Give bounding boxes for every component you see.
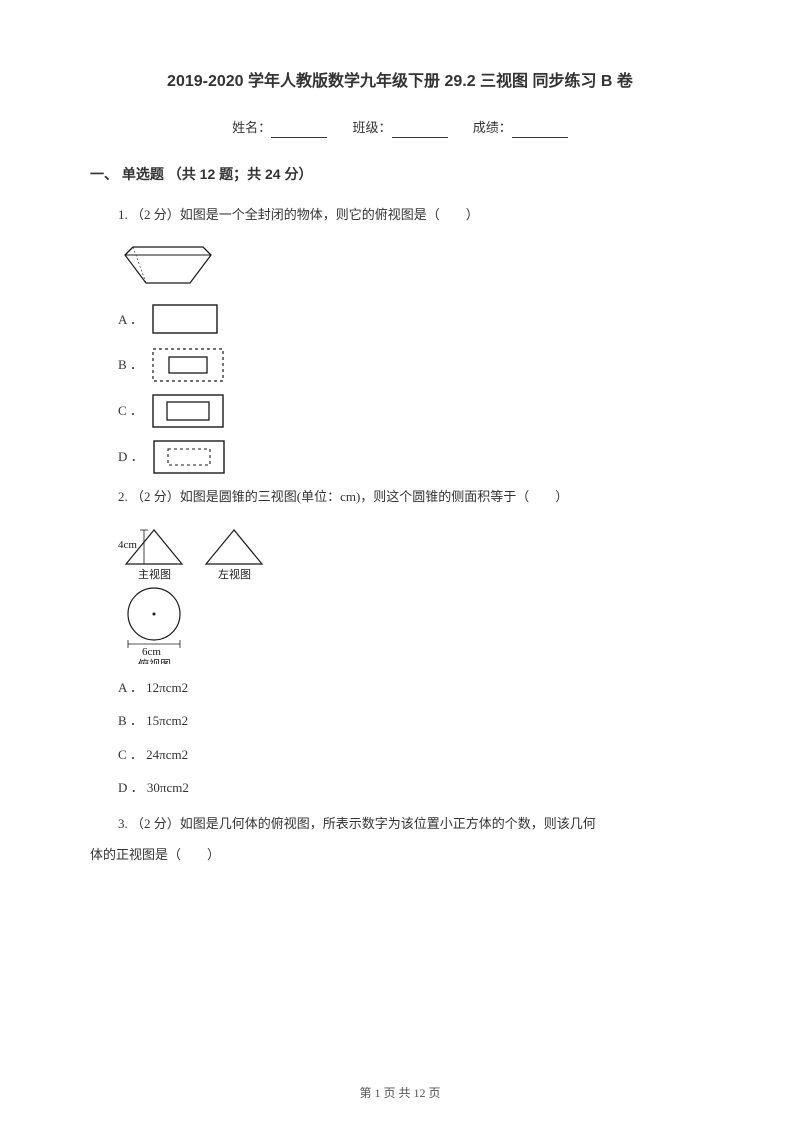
section-header: 一、 单选题 （共 12 题；共 24 分） <box>90 164 710 185</box>
q3-line2: 体的正视图是（ ） <box>90 847 220 862</box>
q1-opt-a-label: A ． <box>118 310 143 330</box>
q1-option-a[interactable]: A ． <box>90 303 710 337</box>
q1-opt-c-figure <box>151 393 225 429</box>
q1-opt-d-figure <box>152 439 226 475</box>
score-blank[interactable] <box>512 137 568 138</box>
question-3: 3. （2 分）如图是几何体的俯视图，所表示数字为该位置小正方体的个数，则该几何 <box>90 812 710 837</box>
question-1: 1. （2 分）如图是一个全封闭的物体，则它的俯视图是（ ） <box>90 203 710 228</box>
question-2: 2. （2 分）如图是圆锥的三视图(单位：cm)，则这个圆锥的侧面积等于（ ） <box>90 485 710 510</box>
score-label: 成绩： <box>473 118 512 138</box>
q2-side-label: 左视图 <box>218 567 251 581</box>
q1-option-b[interactable]: B ． <box>90 347 710 383</box>
q1-opt-c-label: C ． <box>118 401 143 421</box>
q2-height-label: 4cm <box>118 539 137 551</box>
q1-figure <box>118 241 710 289</box>
question-3-line2: 体的正视图是（ ） <box>90 843 710 868</box>
page-footer: 第 1 页 共 12 页 <box>0 1084 800 1102</box>
q2-width-label: 6cm <box>142 646 161 658</box>
q1-text: 1. （2 分）如图是一个全封闭的物体，则它的俯视图是（ ） <box>118 207 479 222</box>
name-label: 姓名： <box>232 118 271 138</box>
q2-option-d[interactable]: D ． 30πcm2 <box>90 778 710 798</box>
q2-figure: 4cm 主视图 左视图 6cm 俯视图 <box>118 524 710 664</box>
q1-opt-b-label: B ． <box>118 355 143 375</box>
page-title: 2019-2020 学年人教版数学九年级下册 29.2 三视图 同步练习 B 卷 <box>90 70 710 94</box>
q1-opt-d-label: D ． <box>118 447 144 467</box>
q2-top-label: 俯视图 <box>138 657 171 664</box>
q2-option-b[interactable]: B ． 15πcm2 <box>90 711 710 731</box>
student-info-line: 姓名： 班级： 成绩： <box>90 118 710 138</box>
q2-option-a[interactable]: A ． 12πcm2 <box>90 678 710 698</box>
q1-option-c[interactable]: C ． <box>90 393 710 429</box>
q2-front-label: 主视图 <box>138 567 171 581</box>
name-blank[interactable] <box>271 137 327 138</box>
q1-opt-b-figure <box>151 347 225 383</box>
class-label: 班级： <box>352 118 391 138</box>
q1-opt-a-figure <box>151 303 219 337</box>
q1-option-d[interactable]: D ． <box>90 439 710 475</box>
q3-line1: 3. （2 分）如图是几何体的俯视图，所表示数字为该位置小正方体的个数，则该几何 <box>118 816 596 831</box>
q2-text: 2. （2 分）如图是圆锥的三视图(单位：cm)，则这个圆锥的侧面积等于（ ） <box>118 489 568 504</box>
class-blank[interactable] <box>392 137 448 138</box>
q2-option-c[interactable]: C ． 24πcm2 <box>90 745 710 765</box>
